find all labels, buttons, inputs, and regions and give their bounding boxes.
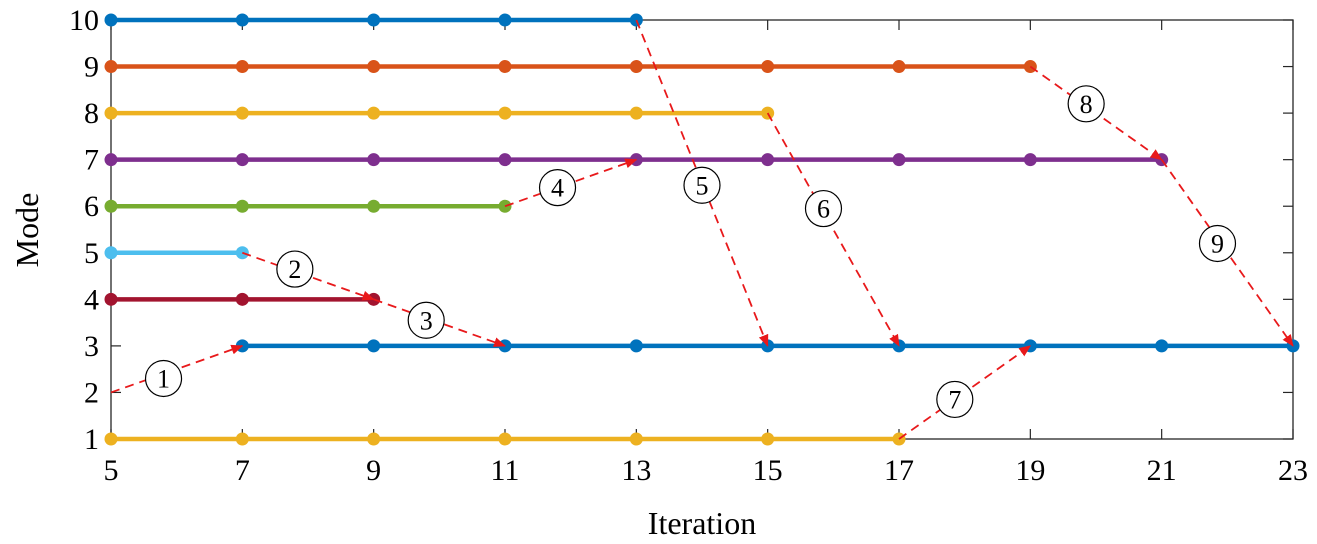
x-tick-label: 17 bbox=[884, 454, 914, 487]
transition-arrow-2 bbox=[242, 251, 375, 301]
series-point-mode-1 bbox=[629, 432, 643, 446]
series-point-mode-1 bbox=[104, 432, 118, 446]
series-point-mode-1 bbox=[498, 432, 512, 446]
y-tick-label: 4 bbox=[84, 283, 99, 316]
series-point-mode-4 bbox=[104, 292, 118, 306]
step-label-5: 5 bbox=[696, 171, 709, 200]
step-circle-2 bbox=[276, 250, 314, 288]
series-point-mode-1 bbox=[235, 432, 249, 446]
transition-arrow-3 bbox=[373, 298, 506, 347]
series-point-mode-10 bbox=[498, 13, 512, 27]
x-axis-label: Iteration bbox=[648, 505, 756, 541]
series-point-mode-7 bbox=[367, 153, 381, 167]
series-point-mode-7 bbox=[104, 153, 118, 167]
step-label-2: 2 bbox=[288, 255, 301, 284]
y-tick-label: 2 bbox=[84, 376, 99, 409]
step-label-6: 6 bbox=[817, 195, 830, 224]
x-tick-label: 9 bbox=[366, 454, 381, 487]
x-tick-label: 7 bbox=[235, 454, 250, 487]
series-point-mode-7 bbox=[761, 153, 775, 167]
series-point-mode-7 bbox=[235, 153, 249, 167]
x-tick-label: 13 bbox=[621, 454, 651, 487]
series-point-mode-8 bbox=[235, 106, 249, 120]
series-point-mode-3 bbox=[629, 339, 643, 353]
series-point-mode-8 bbox=[104, 106, 118, 120]
series-point-mode-1 bbox=[367, 432, 381, 446]
series-point-mode-8 bbox=[367, 106, 381, 120]
y-tick-label: 5 bbox=[84, 237, 99, 270]
series-point-mode-4 bbox=[235, 292, 249, 306]
step-circle-4 bbox=[538, 169, 577, 207]
series-point-mode-7 bbox=[498, 153, 512, 167]
step-circle-7 bbox=[936, 380, 974, 419]
series-point-mode-10 bbox=[104, 13, 118, 27]
series-point-mode-8 bbox=[498, 106, 512, 120]
step-label-7: 7 bbox=[948, 385, 961, 414]
step-circle-5 bbox=[683, 166, 721, 204]
x-tick-label: 5 bbox=[104, 454, 119, 487]
step-circle-9 bbox=[1198, 224, 1237, 263]
x-tick-label: 21 bbox=[1147, 454, 1177, 487]
series-point-mode-8 bbox=[629, 106, 643, 120]
series-point-mode-9 bbox=[761, 60, 775, 74]
step-label-4: 4 bbox=[551, 174, 564, 203]
transition-arrow-1 bbox=[110, 344, 244, 394]
x-tick-label: 11 bbox=[491, 454, 520, 487]
series-point-mode-9 bbox=[629, 60, 643, 74]
step-label-9: 9 bbox=[1211, 229, 1224, 258]
y-tick-label: 3 bbox=[84, 330, 99, 363]
step-label-3: 3 bbox=[420, 306, 433, 335]
series-point-mode-9 bbox=[498, 60, 512, 74]
step-label-8: 8 bbox=[1080, 90, 1093, 119]
series-point-mode-7 bbox=[1023, 153, 1037, 167]
series-point-mode-10 bbox=[367, 13, 381, 27]
series-point-mode-9 bbox=[892, 60, 906, 74]
series-point-mode-10 bbox=[235, 13, 249, 27]
series-point-mode-6 bbox=[104, 199, 118, 213]
y-tick-label: 6 bbox=[84, 190, 99, 223]
step-circle-1 bbox=[144, 359, 183, 398]
series-point-mode-7 bbox=[892, 153, 906, 167]
series-point-mode-1 bbox=[761, 432, 775, 446]
step-circle-3 bbox=[407, 301, 445, 339]
y-axis-label: Mode bbox=[9, 193, 45, 268]
y-tick-label: 8 bbox=[84, 97, 99, 130]
series-point-mode-9 bbox=[367, 60, 381, 74]
transition-arrow-6 bbox=[766, 112, 900, 347]
series-layer bbox=[104, 13, 1300, 446]
plot-area-box bbox=[110, 19, 1294, 440]
x-tick-label: 23 bbox=[1278, 454, 1308, 487]
step-circle-8 bbox=[1067, 85, 1105, 123]
series-point-mode-6 bbox=[235, 199, 249, 213]
y-tick-label: 10 bbox=[69, 4, 99, 37]
x-tick-label: 15 bbox=[753, 454, 783, 487]
transition-arrow-4 bbox=[504, 158, 638, 208]
series-point-mode-6 bbox=[367, 199, 381, 213]
series-point-mode-5 bbox=[104, 246, 118, 260]
series-point-mode-3 bbox=[1155, 339, 1169, 353]
y-tick-label: 9 bbox=[84, 51, 99, 84]
y-tick-label: 1 bbox=[84, 423, 99, 456]
annotation-layer: 1 2 3 4 5 6 7 8 9 bbox=[110, 19, 1294, 440]
x-tick-label: 19 bbox=[1015, 454, 1045, 487]
series-point-mode-9 bbox=[104, 60, 118, 74]
y-tick-label: 7 bbox=[84, 144, 99, 177]
series-point-mode-3 bbox=[367, 339, 381, 353]
transition-arrow-5 bbox=[635, 19, 769, 347]
step-label-1: 1 bbox=[157, 364, 170, 393]
step-circle-6 bbox=[804, 189, 843, 228]
series-point-mode-9 bbox=[235, 60, 249, 74]
